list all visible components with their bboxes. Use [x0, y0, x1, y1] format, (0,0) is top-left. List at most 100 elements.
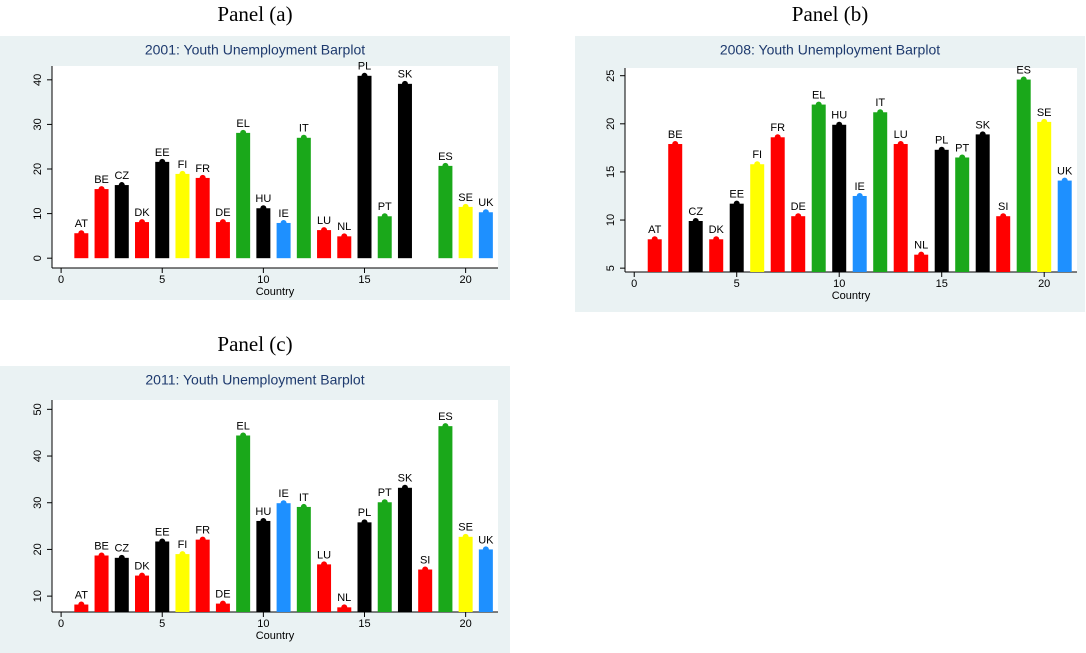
panel-caption: Panel (c)	[217, 332, 292, 356]
bar-dot	[381, 499, 388, 506]
bar-dot	[260, 517, 267, 524]
chart-title: 2008: Youth Unemployment Barplot	[720, 42, 940, 58]
chart-title: 2011: Youth Unemployment Barplot	[145, 372, 364, 388]
bar	[317, 230, 332, 259]
bar-dot	[713, 236, 720, 243]
x-tick-label: 0	[58, 274, 64, 286]
y-tick-label: 25	[605, 70, 617, 82]
bar-dot	[78, 230, 85, 237]
bar	[729, 203, 744, 272]
bar	[934, 149, 949, 272]
x-tick-label: 0	[631, 278, 637, 290]
bar-dot	[179, 551, 186, 558]
bar	[458, 206, 473, 259]
bar-label: BE	[94, 540, 109, 552]
bar	[832, 124, 847, 272]
bar	[236, 435, 251, 612]
bar-label: SE	[1037, 107, 1052, 119]
bar-label: CZ	[688, 206, 703, 218]
bar-label: UK	[478, 197, 494, 209]
x-tick-label: 20	[1038, 278, 1050, 290]
bar	[791, 216, 806, 272]
bar-dot	[159, 158, 166, 165]
bar	[74, 233, 89, 259]
bar	[811, 104, 826, 272]
bar-dot	[78, 601, 85, 608]
bar-dot	[856, 192, 863, 199]
bar-dot	[482, 546, 489, 553]
y-tick-label: 30	[32, 118, 44, 130]
x-tick-label: 20	[460, 618, 472, 630]
bar-label: AT	[648, 224, 662, 236]
bar-dot	[836, 121, 843, 128]
chart-title: 2001: Youth Unemployment Barplot	[145, 42, 365, 58]
bar	[893, 144, 908, 272]
bar-label: FI	[752, 149, 762, 161]
y-tick-label: 20	[605, 118, 617, 130]
bar	[276, 222, 291, 259]
bar-dot	[139, 572, 146, 579]
bar-label: IT	[875, 97, 885, 109]
x-tick-label: 5	[159, 274, 165, 286]
bar-label: BE	[668, 129, 683, 141]
bar-dot	[179, 170, 186, 177]
bar	[852, 195, 867, 272]
bar-dot	[815, 101, 822, 108]
bar-dot	[159, 538, 166, 545]
bar	[770, 137, 785, 272]
y-tick-label: 20	[32, 543, 44, 555]
y-tick-label: 15	[605, 166, 617, 178]
bar	[296, 506, 311, 612]
bar-label: IE	[278, 208, 288, 220]
bar-label: LU	[317, 215, 331, 227]
bar-dot	[1041, 118, 1048, 125]
bar-label: DK	[134, 207, 150, 219]
bar	[94, 189, 109, 259]
bar-label: SK	[398, 473, 413, 485]
y-tick-label: 10	[32, 590, 44, 602]
bar-label: SI	[420, 554, 430, 566]
bar-label: ES	[438, 411, 453, 423]
bar-label: FI	[178, 159, 188, 171]
bar-label: EE	[155, 147, 170, 159]
bar-dot	[300, 503, 307, 510]
x-tick-label: 15	[936, 278, 948, 290]
bar	[215, 603, 230, 612]
bar-label: EE	[155, 526, 170, 538]
bar-label: IT	[299, 492, 309, 504]
bar	[1037, 121, 1052, 272]
bar-dot	[442, 162, 449, 169]
bar-dot	[240, 129, 247, 136]
bar-dot	[260, 205, 267, 212]
bar-label: DK	[134, 560, 150, 572]
bar-label: LU	[894, 129, 908, 141]
bar-dot	[240, 432, 247, 439]
bar	[458, 536, 473, 612]
bar	[1057, 180, 1072, 272]
bar-dot	[401, 80, 408, 87]
y-tick-label: 30	[32, 497, 44, 509]
bar-label: IE	[278, 488, 288, 500]
bar	[377, 216, 392, 259]
bar-label: PT	[378, 487, 392, 499]
bar-dot	[98, 552, 105, 559]
bar-label: NL	[914, 240, 928, 252]
bar-dot	[938, 146, 945, 153]
bar	[397, 487, 412, 612]
y-tick-label: 20	[32, 163, 44, 175]
bar-label: CZ	[114, 170, 129, 182]
x-tick-label: 5	[734, 278, 740, 290]
bar	[337, 236, 352, 259]
bar	[357, 522, 372, 612]
x-axis-label: Country	[256, 286, 295, 298]
bar	[256, 208, 271, 259]
bar	[195, 177, 210, 259]
bar	[914, 254, 929, 272]
bar	[438, 426, 453, 612]
bar	[236, 132, 251, 259]
bar	[175, 554, 190, 612]
bar	[135, 222, 150, 259]
bar-dot	[692, 218, 699, 224]
bar-dot	[139, 219, 146, 226]
bar-label: SE	[458, 192, 473, 204]
